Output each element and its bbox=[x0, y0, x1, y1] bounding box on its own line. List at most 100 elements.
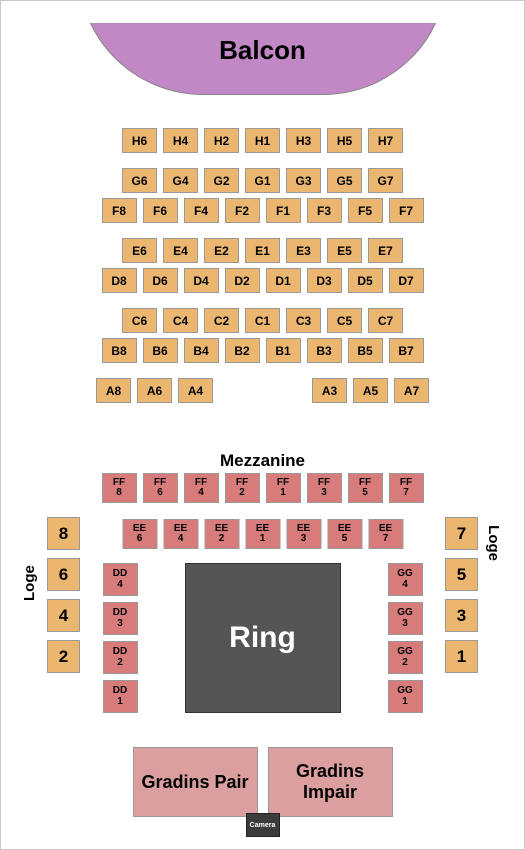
seat-F1[interactable]: F1 bbox=[266, 198, 301, 223]
seat-D1[interactable]: D1 bbox=[266, 268, 301, 293]
seat-B7[interactable]: B7 bbox=[389, 338, 424, 363]
seat-GG1[interactable]: GG1 bbox=[388, 680, 423, 713]
seat-G6[interactable]: G6 bbox=[122, 168, 157, 193]
seat-E1[interactable]: E1 bbox=[245, 238, 280, 263]
loge-left: 8 6 4 2 bbox=[47, 517, 80, 673]
seat-H2[interactable]: H2 bbox=[204, 128, 239, 153]
seat-FF8[interactable]: FF8 bbox=[102, 473, 137, 503]
seat-C1[interactable]: C1 bbox=[245, 308, 280, 333]
seat-GG3[interactable]: GG3 bbox=[388, 602, 423, 635]
seat-B4[interactable]: B4 bbox=[184, 338, 219, 363]
seat-A5[interactable]: A5 bbox=[353, 378, 388, 403]
seat-EE5[interactable]: EE5 bbox=[327, 519, 362, 549]
seat-FF4[interactable]: FF4 bbox=[184, 473, 219, 503]
seat-C6[interactable]: C6 bbox=[122, 308, 157, 333]
seat-B6[interactable]: B6 bbox=[143, 338, 178, 363]
seat-H4[interactable]: H4 bbox=[163, 128, 198, 153]
seat-A4[interactable]: A4 bbox=[178, 378, 213, 403]
seat-E6[interactable]: E6 bbox=[122, 238, 157, 263]
seat-H1[interactable]: H1 bbox=[245, 128, 280, 153]
seat-H5[interactable]: H5 bbox=[327, 128, 362, 153]
loge-8[interactable]: 8 bbox=[47, 517, 80, 550]
gradins-pair[interactable]: Gradins Pair bbox=[133, 747, 258, 817]
seat-E7[interactable]: E7 bbox=[368, 238, 403, 263]
seat-F3[interactable]: F3 bbox=[307, 198, 342, 223]
seat-DD3[interactable]: DD3 bbox=[103, 602, 138, 635]
seat-H6[interactable]: H6 bbox=[122, 128, 157, 153]
seat-G3[interactable]: G3 bbox=[286, 168, 321, 193]
seat-E5[interactable]: E5 bbox=[327, 238, 362, 263]
loge-label-right: Loge bbox=[485, 525, 502, 561]
seat-E3[interactable]: E3 bbox=[286, 238, 321, 263]
seat-F7[interactable]: F7 bbox=[389, 198, 424, 223]
loge-6[interactable]: 6 bbox=[47, 558, 80, 591]
seat-EE7[interactable]: EE7 bbox=[368, 519, 403, 549]
balcon-label: Balcon bbox=[78, 35, 448, 66]
seat-B1[interactable]: B1 bbox=[266, 338, 301, 363]
loge-1[interactable]: 1 bbox=[445, 640, 478, 673]
seat-C2[interactable]: C2 bbox=[204, 308, 239, 333]
seat-D6[interactable]: D6 bbox=[143, 268, 178, 293]
seat-H3[interactable]: H3 bbox=[286, 128, 321, 153]
seat-FF3[interactable]: FF3 bbox=[307, 473, 342, 503]
loge-7[interactable]: 7 bbox=[445, 517, 478, 550]
loge-2[interactable]: 2 bbox=[47, 640, 80, 673]
seat-F5[interactable]: F5 bbox=[348, 198, 383, 223]
seat-G5[interactable]: G5 bbox=[327, 168, 362, 193]
seat-EE1[interactable]: EE1 bbox=[245, 519, 280, 549]
seat-EE3[interactable]: EE3 bbox=[286, 519, 321, 549]
seat-DD2[interactable]: DD2 bbox=[103, 641, 138, 674]
seat-A7[interactable]: A7 bbox=[394, 378, 429, 403]
seat-A3[interactable]: A3 bbox=[312, 378, 347, 403]
seat-F6[interactable]: F6 bbox=[143, 198, 178, 223]
seat-F2[interactable]: F2 bbox=[225, 198, 260, 223]
loge-4[interactable]: 4 bbox=[47, 599, 80, 632]
seat-F8[interactable]: F8 bbox=[102, 198, 137, 223]
seat-G1[interactable]: G1 bbox=[245, 168, 280, 193]
mezzanine-label: Mezzanine bbox=[1, 451, 524, 471]
seat-D8[interactable]: D8 bbox=[102, 268, 137, 293]
gradins-impair[interactable]: Gradins Impair bbox=[268, 747, 393, 817]
seat-F4[interactable]: F4 bbox=[184, 198, 219, 223]
ff-row: FF8FF6FF4FF2FF1FF3FF5FF7 bbox=[102, 473, 424, 503]
seat-G4[interactable]: G4 bbox=[163, 168, 198, 193]
seat-EE4[interactable]: EE4 bbox=[163, 519, 198, 549]
seat-FF1[interactable]: FF1 bbox=[266, 473, 301, 503]
seat-FF5[interactable]: FF5 bbox=[348, 473, 383, 503]
seat-A6[interactable]: A6 bbox=[137, 378, 172, 403]
seat-H7[interactable]: H7 bbox=[368, 128, 403, 153]
seat-EE6[interactable]: EE6 bbox=[122, 519, 157, 549]
seat-D5[interactable]: D5 bbox=[348, 268, 383, 293]
seat-C5[interactable]: C5 bbox=[327, 308, 362, 333]
upper-seating: H6H4H2H1H3H5H7 G6G4G2G1G3G5G7 F8F6F4F2F1… bbox=[93, 128, 433, 408]
camera: Camera bbox=[246, 813, 280, 837]
seat-C7[interactable]: C7 bbox=[368, 308, 403, 333]
seat-E4[interactable]: E4 bbox=[163, 238, 198, 263]
seat-D7[interactable]: D7 bbox=[389, 268, 424, 293]
loge-3[interactable]: 3 bbox=[445, 599, 478, 632]
seat-B3[interactable]: B3 bbox=[307, 338, 342, 363]
seat-FF7[interactable]: FF7 bbox=[389, 473, 424, 503]
seat-D3[interactable]: D3 bbox=[307, 268, 342, 293]
seat-E2[interactable]: E2 bbox=[204, 238, 239, 263]
seat-D2[interactable]: D2 bbox=[225, 268, 260, 293]
seat-B2[interactable]: B2 bbox=[225, 338, 260, 363]
seat-C3[interactable]: C3 bbox=[286, 308, 321, 333]
seat-FF6[interactable]: FF6 bbox=[143, 473, 178, 503]
seat-A8[interactable]: A8 bbox=[96, 378, 131, 403]
seat-D4[interactable]: D4 bbox=[184, 268, 219, 293]
seat-G2[interactable]: G2 bbox=[204, 168, 239, 193]
seat-GG4[interactable]: GG4 bbox=[388, 563, 423, 596]
seat-B5[interactable]: B5 bbox=[348, 338, 383, 363]
seat-B8[interactable]: B8 bbox=[102, 338, 137, 363]
seat-G7[interactable]: G7 bbox=[368, 168, 403, 193]
ring[interactable]: Ring bbox=[185, 563, 341, 713]
seat-DD4[interactable]: DD4 bbox=[103, 563, 138, 596]
seat-FF2[interactable]: FF2 bbox=[225, 473, 260, 503]
seat-GG2[interactable]: GG2 bbox=[388, 641, 423, 674]
loge-label-left: Loge bbox=[21, 565, 38, 601]
seat-DD1[interactable]: DD1 bbox=[103, 680, 138, 713]
seat-C4[interactable]: C4 bbox=[163, 308, 198, 333]
loge-5[interactable]: 5 bbox=[445, 558, 478, 591]
seat-EE2[interactable]: EE2 bbox=[204, 519, 239, 549]
